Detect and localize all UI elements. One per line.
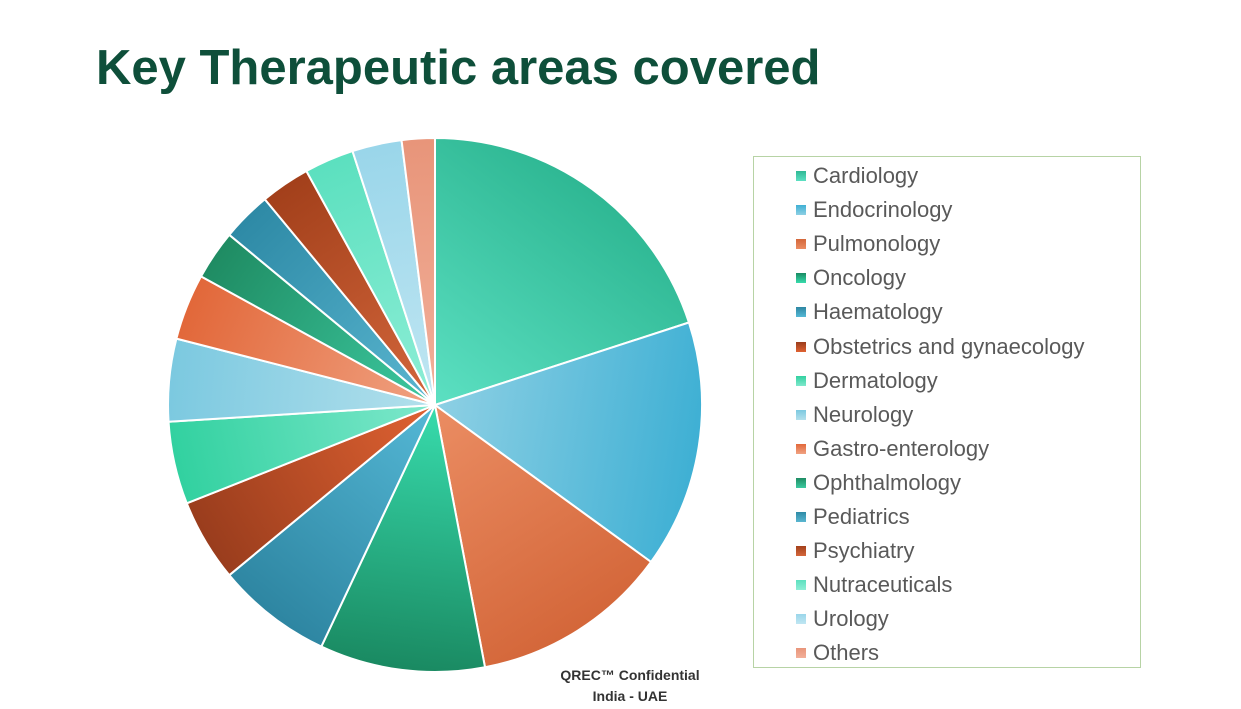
legend-swatch <box>796 409 806 420</box>
pie-slice-cardiology <box>434 137 690 406</box>
pie-slice-pulmonology <box>434 404 653 669</box>
legend-swatch <box>796 341 806 352</box>
legend-label: Psychiatry <box>813 538 915 564</box>
legend-item-urology: Urology <box>796 606 889 632</box>
legend-label: Others <box>813 640 880 666</box>
pie-slice-endocrinology <box>434 321 703 563</box>
pie-slice-oncology <box>320 404 487 673</box>
slide-title: Key Therapeutic areas covered <box>96 41 821 95</box>
legend-label: Gastro-enterology <box>813 435 990 461</box>
confidential-footer: QREC™ Confidential India - UAE <box>530 665 730 707</box>
pie-slice-others <box>400 137 436 406</box>
legend-item-cardiology: Cardiology <box>796 163 918 189</box>
legend-label: Dermatology <box>813 367 938 393</box>
legend-item-pediatrics: Pediatrics <box>796 504 910 530</box>
legend-item-obstetrics-and-gynaecology: Obstetrics and gynaecology <box>796 334 1085 360</box>
chart-legend: Cardiology Endocrinology Pulmonology Oncolo… <box>753 156 1141 668</box>
legend-item-endocrinology: Endocrinology <box>796 197 952 223</box>
footer-line-1: QREC™ Confidential <box>560 667 700 683</box>
legend-swatch <box>796 580 806 591</box>
legend-swatch <box>796 477 806 488</box>
legend-swatch <box>796 512 806 522</box>
legend-label: Obstetrics and gynaecology <box>813 333 1085 359</box>
legend-swatch <box>796 546 806 557</box>
legend-label: Ophthalmology <box>813 469 961 495</box>
legend-swatch <box>796 443 806 454</box>
legend-swatch <box>796 273 806 284</box>
legend-label: Nutraceuticals <box>813 572 953 598</box>
legend-item-oncology: Oncology <box>796 265 906 291</box>
legend-swatch <box>796 375 806 386</box>
legend-item-neurology: Neurology <box>796 402 913 428</box>
legend-label: Urology <box>813 606 889 632</box>
legend-item-ophthalmology: Ophthalmology <box>796 470 961 496</box>
legend-swatch <box>796 239 806 250</box>
legend-label: Oncology <box>813 265 906 291</box>
legend-item-gastro-enterology: Gastro-enterology <box>796 436 989 462</box>
pie-slice-haematology <box>228 404 436 648</box>
legend-item-pulmonology: Pulmonology <box>796 231 940 257</box>
footer-line-2: India - UAE <box>592 688 668 704</box>
legend-item-others: Others <box>796 640 879 666</box>
legend-item-haematology: Haematology <box>796 299 943 325</box>
legend-item-dermatology: Dermatology <box>796 368 938 394</box>
legend-item-nutraceuticals: Nutraceuticals <box>796 572 952 598</box>
legend-label: Cardiology <box>813 163 919 188</box>
legend-swatch <box>796 614 806 625</box>
legend-swatch <box>796 171 806 181</box>
legend-swatch <box>796 307 806 318</box>
legend-swatch <box>796 648 806 659</box>
legend-swatch <box>796 205 806 216</box>
legend-label: Pediatrics <box>813 504 910 529</box>
legend-item-psychiatry: Psychiatry <box>796 538 914 564</box>
legend-label: Endocrinology <box>813 197 953 223</box>
legend-label: Pulmonology <box>813 231 941 257</box>
legend-label: Neurology <box>813 401 914 427</box>
legend-label: Haematology <box>813 299 943 325</box>
